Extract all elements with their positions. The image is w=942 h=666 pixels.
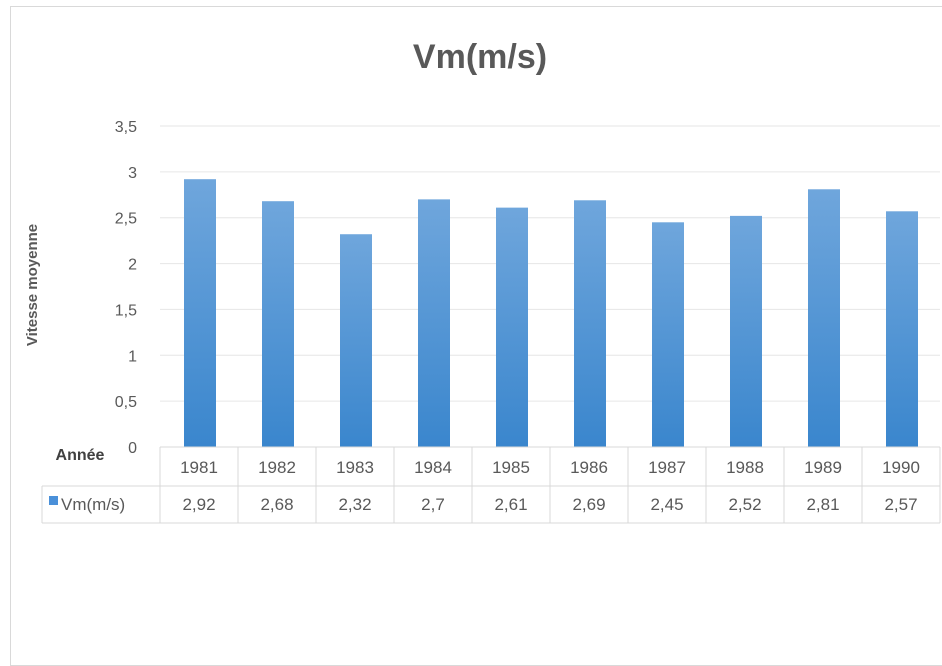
data-label: 2,61 bbox=[494, 495, 527, 514]
legend-marker bbox=[49, 496, 58, 505]
data-label: 2,69 bbox=[572, 495, 605, 514]
x-tick-label: 1986 bbox=[570, 458, 608, 477]
y-tick-label: 0 bbox=[128, 440, 137, 457]
y-tick-label: 1,5 bbox=[115, 302, 137, 319]
bar bbox=[184, 179, 216, 448]
x-tick-label: 1989 bbox=[804, 458, 842, 477]
y-tick-label: 3 bbox=[128, 165, 137, 182]
x-tick-label: 1982 bbox=[258, 458, 296, 477]
data-label: 2,92 bbox=[182, 495, 215, 514]
data-label: 2,45 bbox=[650, 495, 683, 514]
data-label: 2,81 bbox=[806, 495, 839, 514]
y-tick-label: 0,5 bbox=[115, 394, 137, 411]
bar bbox=[496, 207, 528, 447]
x-tick-label: 1985 bbox=[492, 458, 530, 477]
bar bbox=[574, 200, 606, 447]
x-axis-label: Année bbox=[56, 447, 105, 464]
y-tick-label: 2,5 bbox=[115, 211, 137, 228]
legend-label: Vm(m/s) bbox=[61, 495, 125, 514]
data-label: 2,52 bbox=[728, 495, 761, 514]
bar bbox=[730, 215, 762, 447]
bar bbox=[652, 222, 684, 447]
x-tick-label: 1990 bbox=[882, 458, 920, 477]
x-tick-label: 1981 bbox=[180, 458, 218, 477]
data-label: 2,68 bbox=[260, 495, 293, 514]
data-label: 2,57 bbox=[884, 495, 917, 514]
bars bbox=[184, 179, 918, 448]
bar bbox=[418, 199, 450, 447]
data-label: 2,32 bbox=[338, 495, 371, 514]
bar bbox=[808, 189, 840, 448]
y-axis-label: Vitesse moyenne bbox=[24, 224, 41, 346]
data-table: Année 1981 1982 1983 1984 1985 1986 1987 1988 19… bbox=[41, 446, 941, 524]
data-label: 2,7 bbox=[421, 495, 445, 514]
y-tick-label: 1 bbox=[128, 348, 137, 365]
x-tick-label: 1987 bbox=[648, 458, 686, 477]
y-tick-label: 2 bbox=[128, 257, 137, 274]
y-axis-ticks: 0 0,5 1 1,5 2 2,5 3 3,5 bbox=[115, 119, 137, 457]
bar bbox=[262, 201, 294, 447]
chart-title: Vm(m/s) bbox=[413, 38, 547, 76]
x-tick-label: 1984 bbox=[414, 458, 452, 477]
x-tick-label: 1983 bbox=[336, 458, 374, 477]
y-tick-label: 3,5 bbox=[115, 119, 137, 136]
bar bbox=[340, 234, 372, 447]
bar bbox=[886, 211, 918, 447]
chart-frame bbox=[10, 6, 942, 666]
x-tick-label: 1988 bbox=[726, 458, 764, 477]
